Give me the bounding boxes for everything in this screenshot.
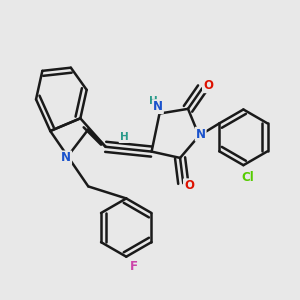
Text: H: H xyxy=(119,132,128,142)
Text: N: N xyxy=(61,152,71,164)
Text: O: O xyxy=(184,179,194,192)
Text: O: O xyxy=(203,79,213,92)
Text: N: N xyxy=(153,100,163,113)
Text: F: F xyxy=(130,260,138,273)
Text: Cl: Cl xyxy=(242,171,254,184)
Text: N: N xyxy=(196,128,206,141)
Text: H: H xyxy=(149,96,158,106)
